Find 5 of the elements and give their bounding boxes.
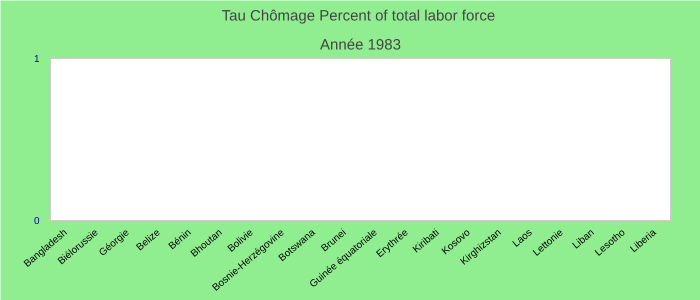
x-tick-label: Laos	[510, 227, 535, 250]
y-tick-label: 0	[34, 216, 40, 227]
chart-subtitle: Année 1983	[320, 36, 401, 54]
chart-title: Tau Chômage Percent of total labor force	[222, 8, 496, 24]
y-tick-label: 1	[34, 54, 40, 65]
